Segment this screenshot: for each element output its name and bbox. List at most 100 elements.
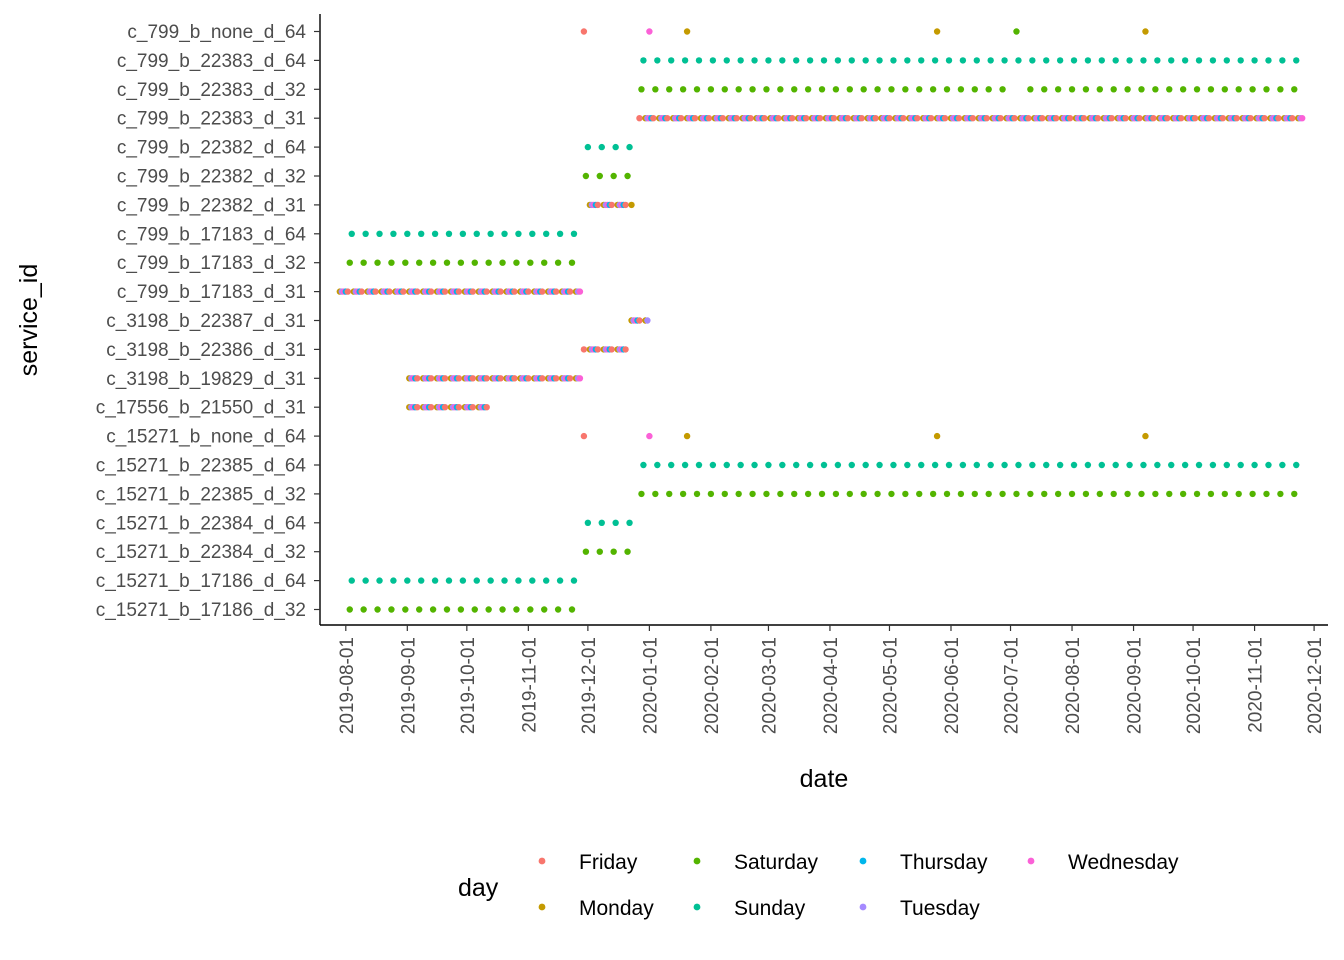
data-point	[927, 115, 935, 122]
data-point	[1291, 490, 1298, 498]
data-point	[622, 346, 629, 353]
data-point	[1191, 115, 1199, 122]
data-point	[1112, 461, 1119, 469]
data-point	[818, 490, 826, 498]
data-point	[890, 461, 897, 469]
data-point	[904, 57, 911, 64]
data-point	[552, 375, 560, 382]
data-point	[816, 115, 824, 122]
data-point	[646, 432, 653, 440]
x-tick-label: 2020-04-01	[821, 637, 842, 734]
data-point	[566, 288, 574, 295]
data-point	[1293, 57, 1300, 64]
data-point	[459, 230, 467, 237]
data-point	[929, 490, 937, 498]
data-point	[414, 375, 421, 382]
data-point	[431, 230, 439, 237]
data-point	[570, 230, 578, 237]
data-point	[402, 259, 409, 266]
data-point	[1029, 57, 1036, 64]
data-point	[679, 86, 687, 93]
data-point	[1247, 115, 1254, 122]
data-point	[445, 230, 453, 237]
data-point	[1168, 57, 1175, 64]
data-point	[414, 288, 421, 295]
data-point	[1291, 86, 1298, 93]
data-point	[594, 201, 601, 209]
data-point	[834, 461, 842, 469]
data-point	[846, 490, 853, 498]
data-point	[1096, 490, 1104, 498]
legend-label: Saturday	[734, 851, 819, 874]
data-point	[860, 86, 867, 93]
data-point	[1126, 461, 1133, 469]
data-point	[1251, 461, 1258, 469]
legend-key	[859, 857, 867, 865]
data-point	[804, 490, 812, 498]
data-point	[707, 490, 715, 498]
data-point	[666, 86, 673, 93]
data-point	[390, 230, 397, 237]
data-point	[916, 490, 923, 498]
data-point	[848, 461, 855, 469]
data-point	[431, 577, 439, 584]
data-point	[777, 490, 784, 498]
data-point	[582, 172, 590, 180]
data-point	[943, 490, 951, 498]
data-point	[683, 28, 691, 35]
data-point	[719, 115, 726, 122]
data-point	[386, 288, 393, 295]
data-point	[971, 490, 978, 498]
data-point	[1223, 461, 1231, 469]
x-tick-label: 2019-11-01	[519, 637, 540, 733]
data-point	[943, 86, 951, 93]
data-point	[1136, 115, 1143, 122]
x-tick-label: 2020-02-01	[702, 637, 723, 734]
y-tick-label: c_15271_b_22384_d_64	[96, 513, 307, 534]
data-point	[580, 346, 588, 353]
data-point	[705, 115, 713, 122]
data-point	[763, 490, 770, 498]
data-point	[971, 86, 978, 93]
data-point	[721, 490, 728, 498]
data-point	[791, 490, 798, 498]
data-point	[999, 86, 1006, 93]
data-point	[483, 375, 490, 382]
data-point	[427, 375, 435, 382]
data-point	[751, 57, 758, 64]
data-point	[737, 461, 744, 469]
data-point	[832, 490, 840, 498]
data-point	[346, 259, 353, 266]
data-point	[763, 86, 770, 93]
data-point	[1043, 461, 1050, 469]
data-point	[556, 577, 564, 584]
data-point	[721, 86, 728, 93]
data-point	[1112, 57, 1119, 64]
data-point	[1110, 490, 1117, 498]
data-point	[985, 86, 992, 93]
data-point	[1080, 115, 1088, 122]
data-point	[886, 115, 893, 122]
data-point	[1289, 115, 1296, 122]
data-point	[429, 259, 437, 266]
y-tick-label: c_15271_b_22385_d_32	[96, 484, 306, 505]
legend-label: Friday	[579, 851, 638, 874]
data-point	[1193, 86, 1201, 93]
data-point	[554, 259, 562, 266]
data-point	[997, 115, 1004, 122]
data-point	[429, 606, 437, 613]
data-point	[344, 288, 351, 295]
legend-key	[693, 857, 701, 865]
data-point	[918, 57, 925, 64]
data-point	[1098, 461, 1106, 469]
y-tick-label: c_15271_b_17186_d_32	[96, 600, 306, 621]
data-point	[1209, 57, 1217, 64]
data-point	[1122, 115, 1129, 122]
data-point	[1179, 490, 1187, 498]
data-point	[985, 490, 992, 498]
data-point	[1110, 86, 1117, 93]
data-point	[402, 606, 409, 613]
data-point	[1277, 490, 1284, 498]
data-point	[668, 57, 675, 64]
data-point	[628, 201, 635, 209]
